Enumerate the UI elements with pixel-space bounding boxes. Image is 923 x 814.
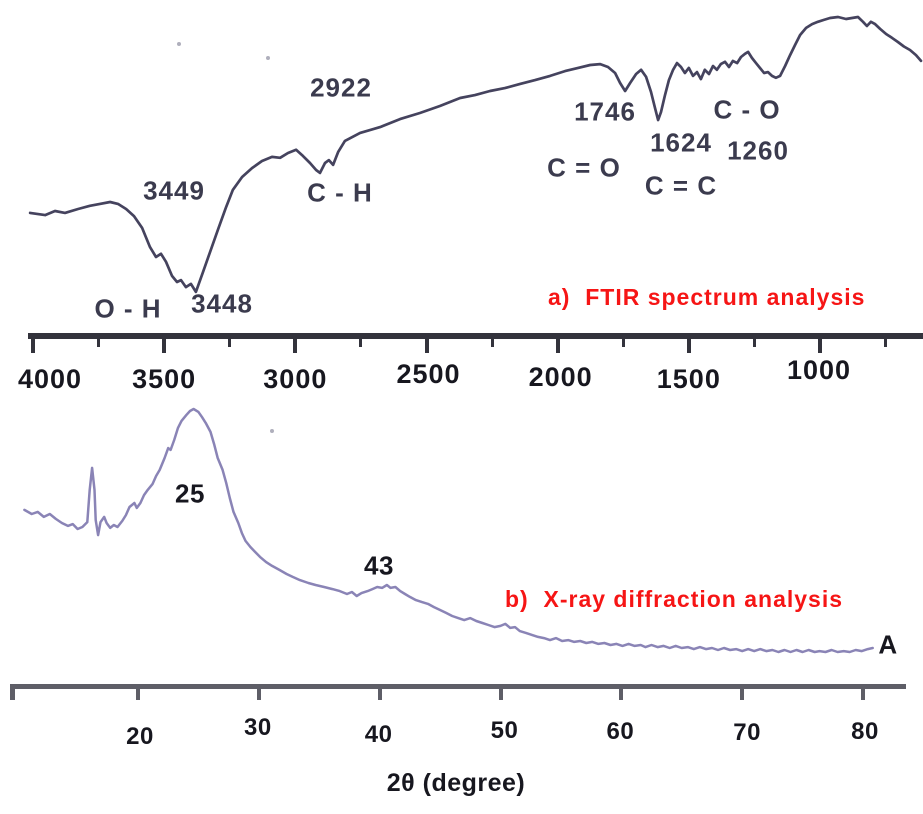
x-tick-label-70: 70: [733, 719, 762, 746]
x-tick-label-50: 50: [490, 717, 519, 744]
x-tick: [97, 339, 101, 347]
peak-label-co: C - O: [713, 94, 781, 125]
x-tick-label-20: 20: [126, 723, 154, 750]
x-tick: [9, 688, 15, 700]
panel-b-caption: b) X-ray diffraction analysis: [505, 586, 844, 612]
ftir-curve: [28, 15, 923, 294]
scan-speck: [177, 42, 181, 46]
peak-label-ch: C - H: [307, 177, 373, 208]
xrd-x-axis-title: 2θ (degree): [386, 769, 526, 797]
peak-label-3448: 3448: [191, 288, 253, 319]
x-tick: [686, 339, 691, 353]
peak-label-co: C = O: [547, 152, 621, 183]
x-tick: [818, 339, 822, 353]
x-tick-label-60: 60: [606, 718, 635, 745]
xrd-curve: [23, 407, 874, 654]
panel-a-caption: a) FTIR spectrum analysis: [548, 284, 866, 310]
x-tick-label-1500: 1500: [656, 364, 721, 394]
x-tick: [619, 688, 624, 700]
x-tick-label-3000: 3000: [263, 364, 328, 394]
x-tick: [162, 339, 167, 353]
x-tick: [752, 339, 756, 347]
peak-label-oh: O - H: [94, 293, 162, 324]
peak-label-2922: 2922: [310, 72, 372, 103]
x-tick-label-2000: 2000: [528, 362, 593, 392]
peak-label-1260: 1260: [727, 135, 789, 166]
x-tick: [424, 339, 429, 353]
x-tick-label-3500: 3500: [132, 364, 197, 394]
x-tick: [490, 339, 494, 347]
x-tick: [498, 688, 503, 700]
x-tick-label-40: 40: [364, 721, 393, 748]
x-tick: [621, 339, 625, 347]
x-tick: [377, 688, 382, 700]
scan-speck: [270, 429, 274, 433]
peak-label-cc: C = C: [644, 170, 718, 201]
peak-label-25: 25: [175, 478, 205, 509]
x-tick: [359, 339, 363, 347]
x-tick: [136, 688, 140, 700]
xrd-x-axis-line: [10, 684, 906, 689]
x-tick: [740, 688, 745, 700]
peak-label-43: 43: [364, 550, 394, 581]
x-tick: [256, 688, 261, 700]
x-tick: [31, 339, 35, 353]
x-tick-label-4000: 4000: [17, 364, 83, 394]
x-tick-label-80: 80: [851, 718, 879, 745]
x-tick: [555, 339, 560, 353]
peak-label-a: A: [878, 629, 898, 660]
x-tick: [228, 339, 232, 347]
ftir-x-axis-line: [28, 333, 923, 339]
x-tick-label-30: 30: [243, 714, 272, 741]
peak-label-3449: 3449: [143, 175, 205, 206]
x-tick-label-1000: 1000: [786, 355, 852, 385]
x-tick-label-2500: 2500: [396, 359, 461, 389]
peak-label-1624: 1624: [650, 127, 712, 158]
x-tick: [884, 339, 888, 347]
x-tick: [861, 688, 865, 700]
peak-label-1746: 1746: [574, 96, 636, 127]
scan-speck: [266, 56, 270, 60]
x-tick: [293, 339, 298, 353]
